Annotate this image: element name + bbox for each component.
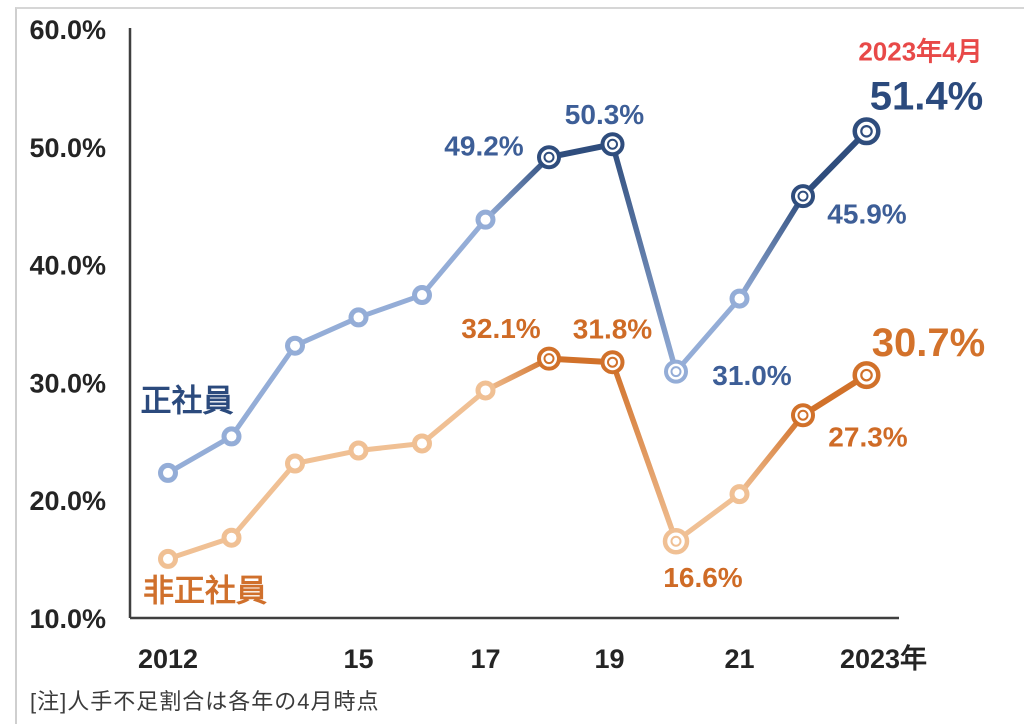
label-regular-2018: 49.2% [444, 131, 523, 162]
line-segment-regular [229, 343, 298, 439]
data-point-regular-2016 [412, 285, 432, 306]
line-segment-nonregular [292, 448, 361, 467]
y-tick-label: 10.0% [29, 604, 106, 634]
data-point-nonregular-2014 [285, 453, 305, 474]
line-segment-nonregular [419, 387, 488, 446]
data-point-nonregular-2020-inner [670, 535, 682, 547]
data-point-nonregular-2012 [158, 548, 178, 569]
label-regular-2022: 45.9% [827, 199, 906, 230]
data-point-regular-2012 [158, 462, 178, 483]
label-nonregular-2023: 30.7% [872, 321, 985, 365]
data-point-nonregular-2022-inner [797, 409, 809, 421]
line-segment-regular [482, 154, 552, 223]
series-label-nonregular: 非正社員 [143, 573, 267, 608]
series-label-regular: 正社員 [141, 383, 234, 418]
line-segment-regular [419, 217, 488, 298]
data-point-regular-2019-inner [607, 138, 618, 150]
data-point-nonregular-2015 [348, 440, 369, 461]
y-tick-label: 20.0% [29, 486, 106, 516]
line-segment-regular [356, 292, 425, 320]
line-segment-regular [165, 433, 234, 476]
label-regular-2019: 50.3% [565, 99, 644, 130]
y-tick-label: 60.0% [29, 15, 106, 45]
line-segment-regular [800, 128, 870, 200]
data-point-nonregular-2016 [412, 433, 432, 454]
x-tick-label: 2023年 [840, 643, 927, 674]
label-nonregular-2018: 32.1% [461, 313, 540, 344]
x-tick-label: 19 [594, 644, 624, 674]
line-segment-nonregular [165, 535, 234, 562]
line-segment-regular [736, 193, 806, 302]
label-2023-april: 2023年4月 [858, 36, 982, 66]
line-segment-regular [609, 141, 679, 375]
line-segment-regular [673, 296, 742, 375]
data-point-regular-2020-inner [670, 366, 682, 378]
series-regular [158, 117, 881, 483]
x-tick-label: 15 [343, 644, 373, 674]
data-point-regular-2021 [729, 288, 750, 309]
x-tick-label: 21 [724, 644, 754, 674]
y-tick-label: 30.0% [29, 368, 106, 398]
data-point-nonregular-2023-inner [860, 368, 873, 382]
data-point-nonregular-2018-inner [543, 353, 555, 365]
line-segment-nonregular [609, 359, 679, 545]
label-nonregular-2020: 16.6% [663, 562, 742, 593]
data-point-regular-2023-inner [860, 125, 873, 138]
line-segment-nonregular [229, 461, 298, 541]
data-point-nonregular-2013 [221, 527, 242, 548]
line-segment-nonregular [356, 440, 425, 454]
data-point-nonregular-2017 [475, 380, 496, 401]
data-point-regular-2022-inner [797, 190, 809, 202]
label-nonregular-2022: 27.3% [828, 422, 907, 453]
label-regular-2023: 51.4% [870, 74, 983, 118]
y-tick-label: 50.0% [29, 133, 106, 163]
data-point-regular-2014 [285, 335, 305, 356]
data-point-regular-2013 [221, 426, 242, 447]
label-nonregular-2019: 31.8% [573, 314, 652, 345]
footnote: [注]人手不足割合は各年の4月時点 [30, 689, 380, 714]
data-point-regular-2015 [348, 307, 369, 328]
line-segment-regular [292, 314, 361, 349]
y-tick-label: 40.0% [29, 251, 106, 281]
x-tick-label: 17 [470, 644, 500, 674]
data-point-regular-2017 [475, 209, 496, 230]
data-point-nonregular-2019-inner [607, 356, 618, 368]
data-point-nonregular-2021 [729, 484, 750, 505]
label-regular-2020: 31.0% [712, 360, 791, 391]
series-nonregular [158, 346, 881, 569]
x-tick-label: 2012 [138, 644, 198, 674]
data-point-regular-2018-inner [543, 151, 555, 163]
line-segment-nonregular [736, 412, 806, 497]
